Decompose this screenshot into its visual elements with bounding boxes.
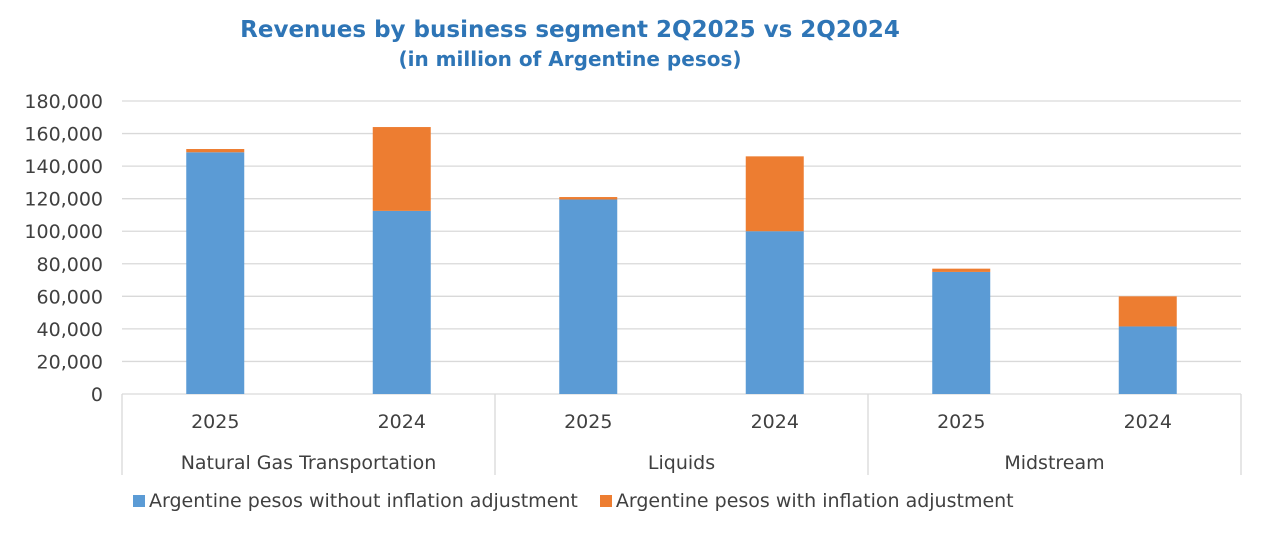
bar-segment-with-inflation [745, 156, 804, 232]
x-tick-label: 2025 [191, 411, 239, 433]
chart-subtitle: (in million of Argentine pesos) [398, 47, 742, 71]
chart-title: Revenues by business segment 2Q2025 vs 2… [240, 17, 900, 43]
bar-segment-with-inflation [372, 127, 431, 211]
legend-swatch-blue [133, 495, 145, 507]
legend-item-with-inflation: Argentine pesos with inflation adjustmen… [599, 490, 1014, 512]
x-tick-label: 2025 [564, 411, 612, 433]
bar-segment-without-inflation [186, 152, 245, 394]
x-tick-label: 2024 [378, 411, 426, 433]
legend-swatch-orange [599, 495, 612, 507]
group-label: Natural Gas Transportation [181, 452, 437, 474]
bar-segment-without-inflation [559, 199, 618, 394]
chart-title-block: Revenues by business segment 2Q2025 vs 2… [0, 14, 1140, 72]
legend-label-without-inflation: Argentine pesos without inflation adjust… [149, 490, 578, 512]
legend: Argentine pesos without inflation adjust… [133, 490, 1036, 512]
y-tick-label: 60,000 [37, 286, 103, 308]
y-tick-label: 40,000 [37, 319, 103, 341]
y-tick-label: 160,000 [24, 124, 103, 146]
y-tick-label: 120,000 [24, 189, 103, 211]
bar-segment-without-inflation [1118, 326, 1177, 394]
bar-segment-with-inflation [186, 149, 245, 153]
legend-item-without-inflation: Argentine pesos without inflation adjust… [133, 490, 578, 512]
bar-segment-with-inflation [559, 197, 618, 200]
bar-segment-without-inflation [932, 271, 991, 394]
bar-segment-with-inflation [1118, 296, 1177, 327]
y-tick-label: 180,000 [24, 91, 103, 113]
legend-label-with-inflation: Argentine pesos with inflation adjustmen… [615, 490, 1014, 512]
group-label: Midstream [1004, 452, 1104, 474]
bar-segment-without-inflation [372, 210, 431, 394]
y-tick-label: 80,000 [37, 254, 103, 276]
x-tick-label: 2025 [937, 411, 985, 433]
y-tick-label: 100,000 [24, 221, 103, 243]
x-tick-label: 2024 [1124, 411, 1172, 433]
bar-segment-without-inflation [745, 231, 804, 394]
group-label: Liquids [648, 452, 715, 474]
x-tick-label: 2024 [751, 411, 799, 433]
y-tick-label: 20,000 [37, 351, 103, 373]
y-tick-label: 0 [91, 384, 103, 406]
y-tick-label: 140,000 [24, 156, 103, 178]
bar-segment-with-inflation [932, 268, 991, 272]
